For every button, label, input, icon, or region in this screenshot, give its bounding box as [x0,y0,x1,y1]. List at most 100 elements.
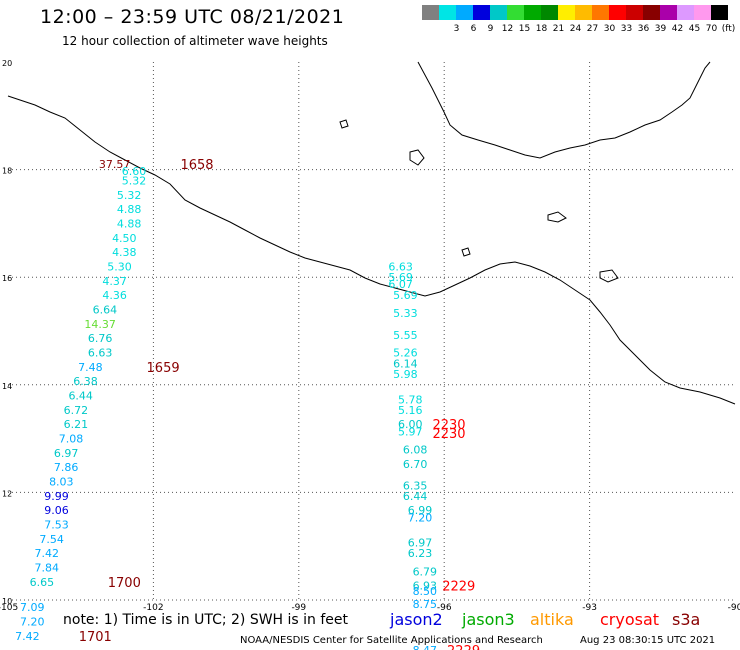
swh-value-label: 6.07 [388,278,413,291]
swh-value-label: 5.69 [393,289,418,302]
satellite-label: cryosat [600,610,660,629]
map-subtitle: 12 hour collection of altimeter wave hei… [62,34,328,48]
swh-value-label: 6.08 [403,443,428,456]
pass-time-label: 1700 [108,576,141,591]
island [409,149,425,166]
map-title: 12:00 – 23:59 UTC 08/21/2021 [40,6,345,28]
swh-value-label: 6.72 [64,404,89,417]
gulf-coastline [417,61,711,159]
swh-value-label: 6.60 [122,165,147,178]
legend-label: 45 [688,24,701,34]
legend-label: 21 [552,24,565,34]
swh-value-label: 8.50 [413,585,438,598]
swh-value-label: 4.88 [117,217,142,230]
legend-swatch [524,5,541,20]
lat-tick-label: 18 [2,167,12,176]
swh-value-label: 7.42 [35,547,60,560]
swh-value-label: 5.69 [388,271,413,284]
legend-swatch [541,5,558,20]
lat-tick-label: 16 [2,274,12,283]
swh-value-label: 4.36 [102,289,127,302]
swh-value-label: 6.00 [398,418,423,431]
pass-time-label: 1659 [147,361,180,376]
swh-value-label: 14.37 [84,318,116,331]
swh-value-label: 6.21 [64,418,89,431]
swh-value-label: 6.63 [388,260,413,273]
legend-label: 9 [487,24,494,34]
lon-tick-label: -96 [437,603,452,613]
swh-value-label: 7.53 [44,519,69,532]
swh-value-label: 6.38 [73,375,98,388]
pass-time-label: 1658 [180,158,213,173]
lat-tick-label: 10 [2,597,12,606]
swh-value-label: 8.47 [413,644,438,650]
satellite-label: jason2 [390,610,443,629]
legend-label: 70 [705,24,718,34]
swh-value-label: 6.70 [403,458,428,471]
island [599,269,619,283]
satellite-label: altika [530,610,574,629]
legend-swatch [575,5,592,20]
swh-value-label: 6.65 [30,576,55,589]
legend-label: 18 [535,24,548,34]
legend-label: 3 [453,24,460,34]
satellite-label: jason3 [462,610,515,629]
legend-label: 42 [671,24,684,34]
swh-value-label: 6.23 [408,547,433,560]
lon-tick-label: -105 [0,603,18,613]
map-grid [8,62,735,601]
lon-tick-label: -102 [143,603,163,613]
legend-swatch [643,5,660,20]
swh-value-label: 6.76 [88,332,113,345]
legend-swatch [439,5,456,20]
swh-value-label: 6.93 [413,579,438,592]
swh-value-label: 7.09 [20,601,45,614]
island [461,247,471,257]
swh-value-label: 5.33 [393,307,418,320]
lon-tick-label: -93 [582,603,597,613]
legend-label: 27 [586,24,599,34]
swh-value-label: 8.75 [413,598,438,611]
legend-label: 30 [603,24,616,34]
swh-value-label: 5.78 [398,393,423,406]
swh-value-label: 6.97 [54,447,79,460]
legend-label: 36 [637,24,650,34]
legend-swatch [609,5,626,20]
swh-value-label: 8.03 [49,476,74,489]
legend-swatch [711,5,728,20]
swh-value-label: 6.14 [393,357,418,370]
swh-value-label: 9.99 [44,490,69,503]
legend-label: 24 [569,24,582,34]
pass-time-label: 2229 [447,644,480,650]
swh-value-label: 6.79 [413,565,438,578]
pass-time-label: 2230 [432,427,465,442]
swh-value-label: 7.08 [59,433,84,446]
swh-value-label: 5.30 [107,260,132,273]
swh-value-label: 9.06 [44,504,69,517]
island [339,119,349,129]
swh-value-label: 4.38 [112,246,137,259]
swh-value-label: 7.86 [54,461,79,474]
legend-swatch [558,5,575,20]
swh-value-label: 5.16 [398,404,423,417]
map-frame [8,62,735,600]
island [547,211,567,223]
swh-value-label: 6.44 [403,490,428,503]
swh-value-label: 5.98 [393,368,418,381]
legend-swatch [660,5,677,20]
swh-value-label: 7.84 [35,562,60,575]
legend-swatch [490,5,507,20]
swh-value-label: 6.64 [93,303,118,316]
swh-value-label: 5.26 [393,347,418,360]
timestamp-text: Aug 23 08:30:15 UTC 2021 [580,635,716,646]
legend-swatch [592,5,609,20]
lat-tick-label: 20 [2,59,12,68]
legend-label: 15 [518,24,531,34]
credit-text: NOAA/NESDIS Center for Satellite Applica… [240,635,543,646]
legend-unit: (ft) [721,24,736,34]
swh-value-label: 5.55 [393,329,418,342]
legend-label: 39 [654,24,667,34]
swh-value-label: 4.50 [112,232,137,245]
legend-label: 33 [620,24,633,34]
